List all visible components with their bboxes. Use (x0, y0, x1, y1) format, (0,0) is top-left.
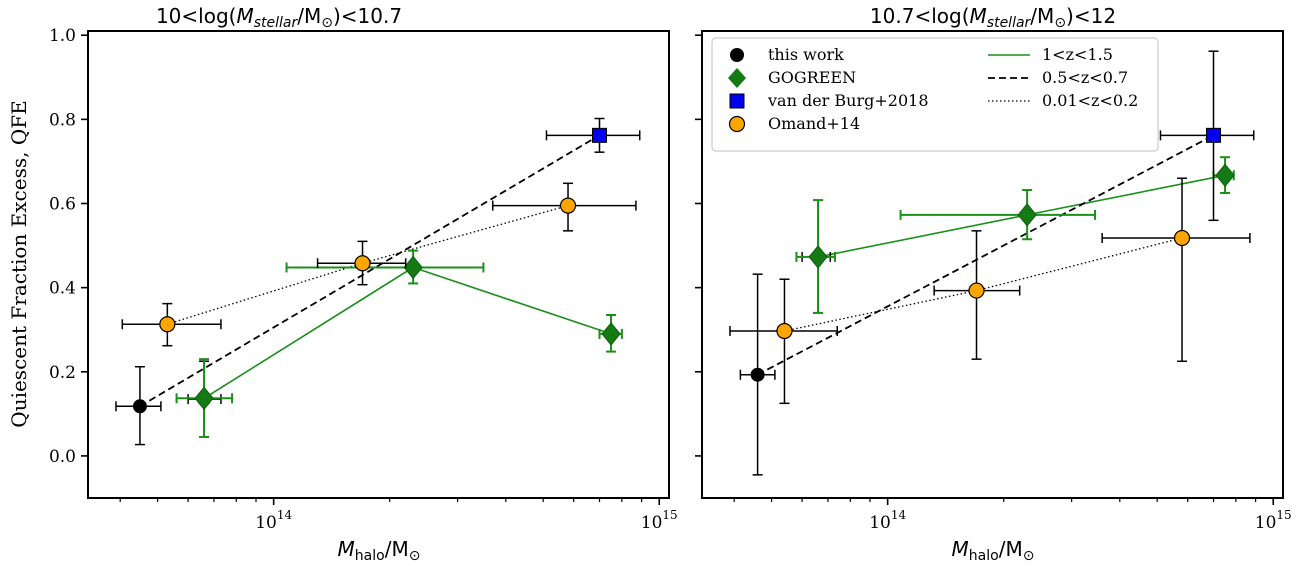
left-panel: 10<log(Mstellar/M⊙)<10.7 0.0 0.2 0.4 0.6 0.8… (7, 4, 678, 564)
legend-label-this_work: this work (768, 45, 844, 64)
x-tick-label: 1015 (641, 508, 678, 533)
this-work-point (132, 399, 147, 414)
vdb-point (1206, 127, 1222, 143)
omand-point (159, 316, 176, 333)
right-panel: 10.7<log(Mstellar/M⊙)<12 1014 1015 Mhalo/… (695, 4, 1292, 564)
legend-label-line_hiz: 1<z<1.5 (1042, 45, 1113, 64)
legend-label-line_lowz: 0.01<z<0.2 (1042, 91, 1138, 110)
legend-label-line_midz: 0.5<z<0.7 (1042, 68, 1128, 87)
left-x-axis-label: Mhalo/M⊙ (338, 537, 421, 564)
right-panel-title: 10.7<log(Mstellar/M⊙)<12 (870, 4, 1116, 31)
y-tick-label: 0.6 (49, 194, 76, 214)
left-plot-frame (87, 30, 670, 499)
right-x-axis-label: Mhalo/M⊙ (952, 537, 1035, 564)
vdb-point (592, 127, 608, 143)
gogreen-point (601, 322, 621, 346)
gogreen-point (194, 386, 214, 411)
omand-point (776, 322, 793, 340)
left-tick-layer: 0.0 0.2 0.4 0.6 0.8 1.0 1014 1015 (49, 26, 678, 533)
this-work-point (750, 367, 765, 382)
omand-point (1173, 229, 1191, 247)
x-tick-label: 1015 (1255, 508, 1292, 533)
gogreen-point (403, 255, 423, 280)
legend-marker-omand (728, 115, 746, 133)
omand-point (559, 197, 577, 214)
y-tick-label: 0.4 (49, 279, 76, 299)
legend-marker-this-work (730, 48, 744, 62)
legend-label-omand: Omand+14 (768, 114, 860, 133)
gogreen-point (1215, 163, 1235, 188)
legend: this work GOGREEN van der Burg+2018 Omand+1… (711, 37, 1159, 152)
line_midz-line (139, 134, 600, 408)
y-tick-label: 1.0 (49, 26, 76, 46)
right-tick-layer: 1014 1015 (695, 34, 1292, 533)
omand-point (354, 255, 371, 272)
y-tick-label: 0.0 (49, 447, 76, 467)
legend-marker-vdb (729, 93, 745, 109)
legend-items: this work GOGREEN van der Burg+2018 Omand+1… (728, 45, 1138, 133)
gogreen-point (808, 245, 828, 269)
right-plot-layer (729, 50, 1255, 476)
legend-marker-gogreen (728, 68, 746, 88)
legend-label-vdb: van der Burg+2018 (767, 91, 929, 110)
x-tick-label: 1014 (869, 508, 906, 533)
right-plot-frame (701, 30, 1284, 499)
legend-label-gogreen: GOGREEN (768, 68, 856, 87)
omand-point (968, 282, 985, 299)
line_midz-line (757, 134, 1214, 376)
legend-box (711, 37, 1159, 152)
left-panel-title: 10<log(Mstellar/M⊙)<10.7 (156, 4, 402, 31)
gogreen-point (1017, 203, 1037, 227)
y-axis-label: Quiescent Fraction Excess, QFE (7, 100, 31, 427)
y-tick-label: 0.2 (49, 363, 76, 383)
x-tick-label: 1014 (255, 508, 292, 533)
left-plot-layer (115, 117, 641, 446)
y-tick-label: 0.8 (49, 110, 76, 130)
